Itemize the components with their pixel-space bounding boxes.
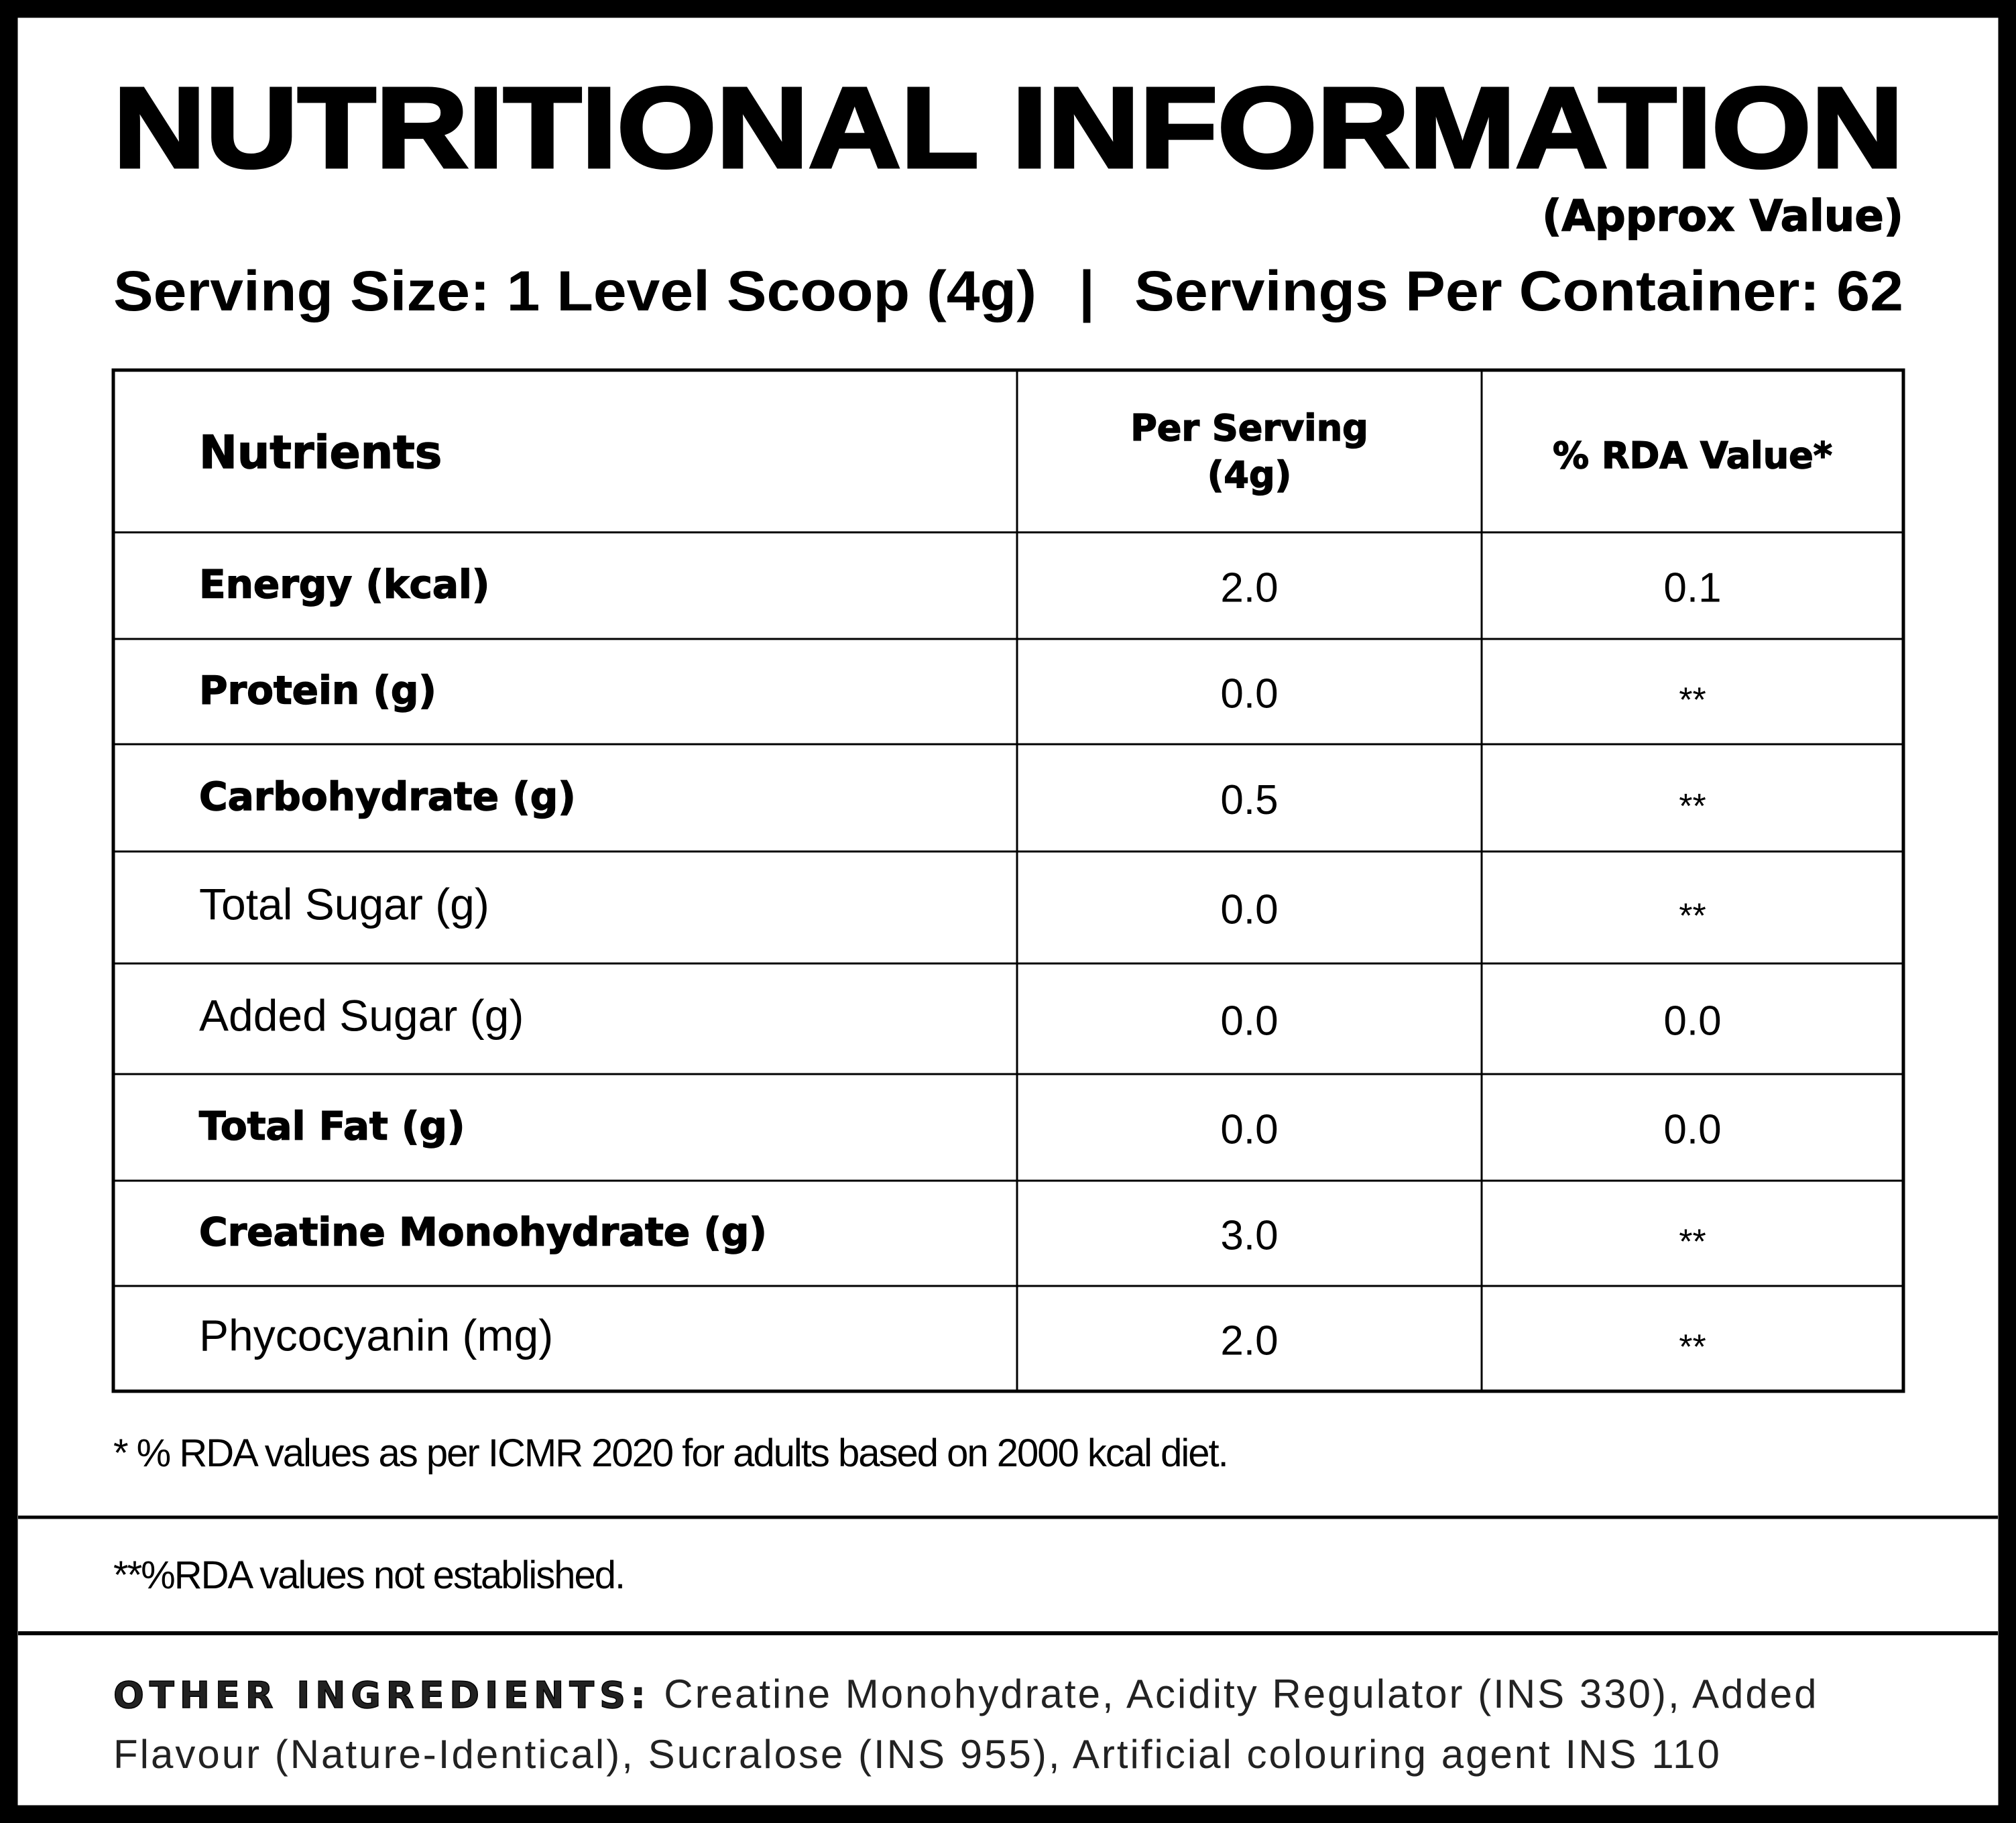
column-header: (4g) [1207, 454, 1292, 496]
other-ingredients: OTHER INGREDIENTS: Creatine Monohydrate,… [113, 1671, 1818, 1716]
ingredients-text: Creatine Monohydrate, Acidity Regulator … [651, 1671, 1819, 1716]
column-header: % RDA Value* [1553, 434, 1832, 477]
rda-value: ** [1679, 1223, 1706, 1262]
table-border [111, 368, 1905, 1393]
column-header: Per Serving [1130, 407, 1368, 449]
per-serving-value: 0.0 [1220, 1107, 1278, 1153]
rda-value: 0.0 [1663, 1107, 1721, 1153]
column-header: Nutrients [199, 426, 442, 479]
row-label: Carbohydrate (g) [199, 774, 576, 819]
ingredients-label: OTHER INGREDIENTS: [113, 1674, 651, 1716]
per-serving-value: 0.0 [1220, 671, 1278, 717]
row-label: Phycocyanin (mg) [199, 1311, 553, 1360]
serving-size: Serving Size: 1 Level Scoop (4g) [113, 259, 1036, 322]
rda-value: ** [1679, 787, 1706, 826]
footnote: **%RDA values not established. [113, 1553, 624, 1597]
per-serving-value: 0.0 [1220, 998, 1278, 1045]
rda-value: ** [1679, 1328, 1706, 1367]
subtitle: (Approx Value) [1542, 192, 1903, 241]
footnote: * % RDA values as per ICMR 2020 for adul… [113, 1431, 1228, 1475]
separator: | [1079, 259, 1095, 323]
row-label: Energy (kcal) [199, 562, 489, 607]
row-label: Protein (g) [199, 668, 436, 713]
per-serving-value: 0.0 [1220, 887, 1278, 933]
per-serving-value: 0.5 [1220, 777, 1278, 823]
row-label: Added Sugar (g) [199, 991, 524, 1041]
ingredients-text: Flavour (Nature-Identical), Sucralose (I… [113, 1732, 1722, 1777]
rda-value: 0.0 [1663, 998, 1721, 1045]
title: NUTRITIONAL INFORMATION [113, 64, 1903, 192]
per-serving-value: 2.0 [1220, 565, 1278, 611]
rda-value: ** [1679, 897, 1706, 936]
per-serving-value: 2.0 [1220, 1318, 1278, 1364]
per-serving-value: 3.0 [1220, 1213, 1278, 1259]
rda-value: ** [1679, 681, 1706, 720]
servings-per-container: Servings Per Container: 62 [1134, 259, 1903, 322]
row-label: Creatine Monohydrate (g) [199, 1210, 767, 1255]
rda-value: 0.1 [1663, 565, 1721, 611]
row-label: Total Sugar (g) [199, 880, 489, 929]
row-label: Total Fat (g) [199, 1104, 465, 1149]
